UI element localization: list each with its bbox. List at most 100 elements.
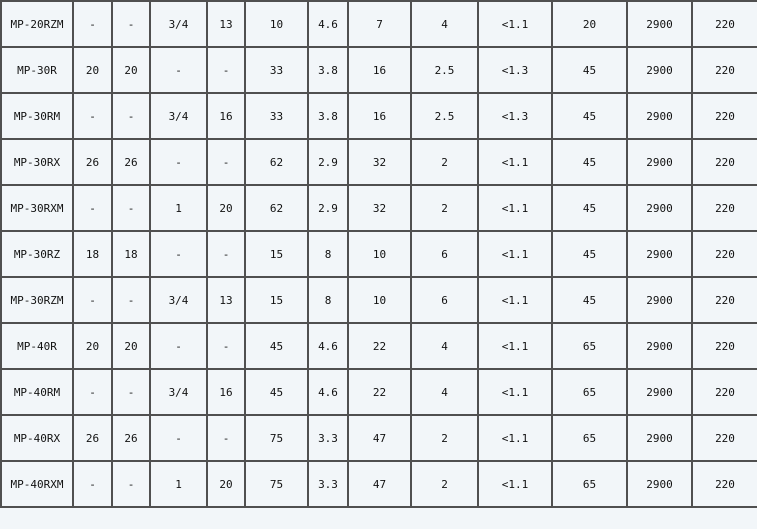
table-cell: 1 bbox=[149, 460, 208, 508]
table-cell: 20 bbox=[72, 46, 113, 94]
table-cell: 2.5 bbox=[410, 46, 479, 94]
table-cell: 1 bbox=[149, 184, 208, 232]
table-cell: <1.3 bbox=[477, 46, 553, 94]
table-row: MP-40RM - -3/4 16 45 4.6 22 4 <1.1 65 2900 220 bbox=[0, 368, 757, 416]
table-cell: 26 bbox=[72, 414, 113, 462]
table-cell: 2 bbox=[410, 184, 479, 232]
table-cell: 3/4 bbox=[149, 368, 208, 416]
table-cell: 16 bbox=[347, 46, 412, 94]
table-cell: 2900 bbox=[626, 460, 693, 508]
table-cell: 20 bbox=[551, 0, 628, 48]
table-row: MP-20RZM - -3/4 13 10 4.6 7 4 <1.1 20 2900 220 bbox=[0, 0, 757, 48]
table-cell: 7 bbox=[347, 0, 412, 48]
table-cell: 6 bbox=[410, 230, 479, 278]
table-row: MP-40R 20 20- -45 4.6 22 4 <1.1 65 2900 220 bbox=[0, 322, 757, 370]
table-cell: 8 bbox=[307, 276, 349, 324]
table-cell: 2 bbox=[410, 460, 479, 508]
table-cell: 75 bbox=[244, 414, 309, 462]
table-cell: - bbox=[149, 138, 208, 186]
table-cell: - bbox=[206, 46, 246, 94]
table-cell: - bbox=[111, 92, 151, 140]
model-cell: MP-30RZM bbox=[0, 276, 74, 324]
table-cell: 2900 bbox=[626, 276, 693, 324]
table-cell: 20 bbox=[72, 322, 113, 370]
table-row: MP-30RX 26 26- -62 2.9 32 2 <1.1 45 2900 220 bbox=[0, 138, 757, 186]
model-cell: MP-30RM bbox=[0, 92, 74, 140]
table-cell: 220 bbox=[691, 46, 757, 94]
table-cell: 65 bbox=[551, 322, 628, 370]
table-cell: 220 bbox=[691, 230, 757, 278]
table-cell: 2900 bbox=[626, 46, 693, 94]
table-row: MP-30R 20 20- -33 3.8 16 2.5 <1.3 45 2900 220 bbox=[0, 46, 757, 94]
model-cell: MP-30R bbox=[0, 46, 74, 94]
table-cell: 45 bbox=[244, 322, 309, 370]
table-cell: 32 bbox=[347, 184, 412, 232]
table-cell: 2900 bbox=[626, 0, 693, 48]
table-cell: 26 bbox=[111, 138, 151, 186]
table-cell: 3.8 bbox=[307, 46, 349, 94]
table-cell: - bbox=[206, 414, 246, 462]
table-cell: 45 bbox=[551, 92, 628, 140]
table-cell: 3.3 bbox=[307, 460, 349, 508]
table-cell: - bbox=[111, 460, 151, 508]
table-cell: - bbox=[206, 230, 246, 278]
table-cell: 22 bbox=[347, 322, 412, 370]
table-cell: 2.5 bbox=[410, 92, 479, 140]
table-cell: 3/4 bbox=[149, 0, 208, 48]
table-cell: 2 bbox=[410, 414, 479, 462]
table-cell: 3/4 bbox=[149, 276, 208, 324]
table-cell: 2.9 bbox=[307, 138, 349, 186]
table-cell: 2900 bbox=[626, 322, 693, 370]
table-cell: 62 bbox=[244, 184, 309, 232]
table-cell: <1.1 bbox=[477, 414, 553, 462]
table-cell: - bbox=[72, 368, 113, 416]
table-cell: - bbox=[149, 46, 208, 94]
table-cell: 26 bbox=[72, 138, 113, 186]
table-row: MP-40RX 26 26- -75 3.3 47 2 <1.1 65 2900 220 bbox=[0, 414, 757, 462]
table-cell: - bbox=[149, 414, 208, 462]
table-cell: - bbox=[111, 184, 151, 232]
table-cell: - bbox=[149, 322, 208, 370]
table-cell: 20 bbox=[206, 184, 246, 232]
table-cell: 4 bbox=[410, 322, 479, 370]
table-cell: 45 bbox=[551, 46, 628, 94]
table-cell: 220 bbox=[691, 184, 757, 232]
table-cell: 2900 bbox=[626, 138, 693, 186]
table-cell: 6 bbox=[410, 276, 479, 324]
table-cell: 220 bbox=[691, 92, 757, 140]
table-cell: - bbox=[206, 138, 246, 186]
table-cell: 4.6 bbox=[307, 0, 349, 48]
table-cell: 2900 bbox=[626, 414, 693, 462]
table-cell: <1.1 bbox=[477, 460, 553, 508]
table-cell: - bbox=[111, 0, 151, 48]
table-cell: 3.3 bbox=[307, 414, 349, 462]
model-cell: MP-30RXM bbox=[0, 184, 74, 232]
table-cell: <1.1 bbox=[477, 368, 553, 416]
table-cell: 33 bbox=[244, 92, 309, 140]
table-cell: <1.1 bbox=[477, 138, 553, 186]
table-cell: 65 bbox=[551, 460, 628, 508]
table-cell: - bbox=[206, 322, 246, 370]
table-cell: 4.6 bbox=[307, 322, 349, 370]
table-row: MP-40RXM - -1 20 75 3.3 47 2 <1.1 65 2900 220 bbox=[0, 460, 757, 508]
table-cell: 18 bbox=[111, 230, 151, 278]
table-cell: 65 bbox=[551, 368, 628, 416]
table-cell: 2900 bbox=[626, 368, 693, 416]
table-cell: 2 bbox=[410, 138, 479, 186]
table-cell: 45 bbox=[551, 230, 628, 278]
table-cell: 4.6 bbox=[307, 368, 349, 416]
table-cell: 220 bbox=[691, 322, 757, 370]
model-cell: MP-40RX bbox=[0, 414, 74, 462]
table-cell: 18 bbox=[72, 230, 113, 278]
table-cell: 4 bbox=[410, 0, 479, 48]
table-cell: 220 bbox=[691, 368, 757, 416]
table-cell: 3.8 bbox=[307, 92, 349, 140]
table-cell: 10 bbox=[347, 276, 412, 324]
model-cell: MP-20RZM bbox=[0, 0, 74, 48]
table-cell: 220 bbox=[691, 0, 757, 48]
table-cell: 10 bbox=[347, 230, 412, 278]
table-cell: <1.1 bbox=[477, 322, 553, 370]
table-body: MP-20RZM - -3/4 13 10 4.6 7 4 <1.1 20 2900 220 MP-30… bbox=[0, 0, 757, 508]
table-cell: 47 bbox=[347, 460, 412, 508]
table-cell: 75 bbox=[244, 460, 309, 508]
